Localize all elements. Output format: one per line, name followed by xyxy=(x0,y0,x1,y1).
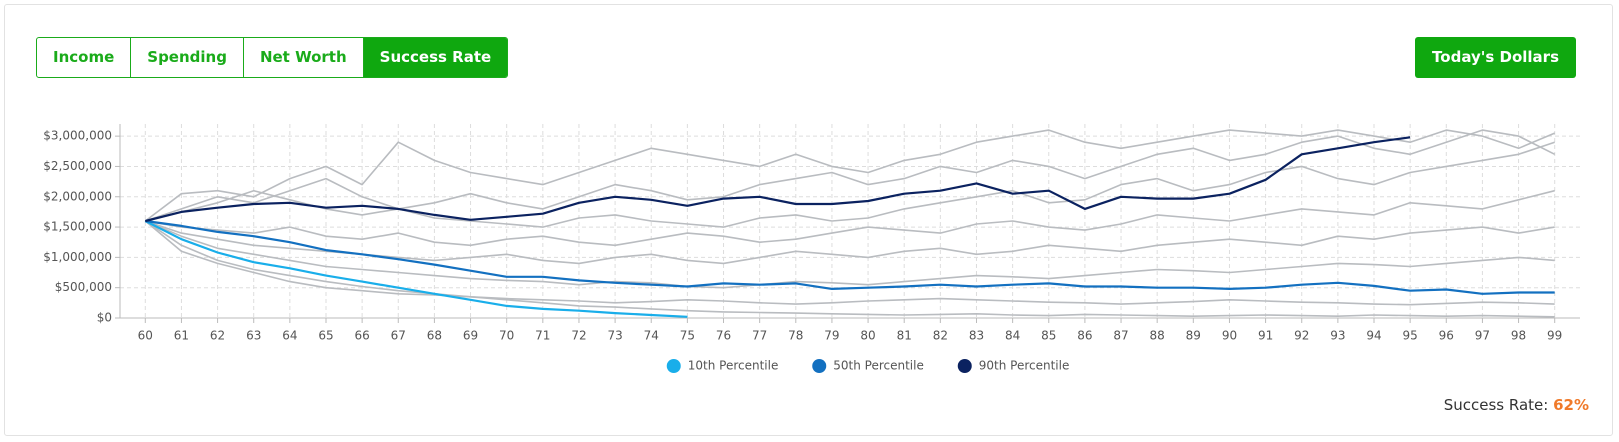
simulation-line xyxy=(144,220,1555,318)
legend-marker xyxy=(957,359,972,373)
x-tick-label: 77 xyxy=(752,329,767,343)
percentile-line xyxy=(145,136,1411,223)
x-tick-label: 79 xyxy=(824,329,839,343)
success-rate: Success Rate: 62% xyxy=(1444,396,1589,414)
x-tick-label: 68 xyxy=(427,329,442,343)
legend-marker xyxy=(666,359,681,373)
x-tick-label: 60 xyxy=(138,329,153,343)
success-rate-value: 62% xyxy=(1553,396,1589,414)
panel xyxy=(4,4,1613,436)
x-tick-label: 97 xyxy=(1475,329,1490,343)
x-tick-label: 62 xyxy=(210,329,225,343)
tab-button[interactable]: Spending xyxy=(131,38,244,77)
x-tick-label: 89 xyxy=(1186,329,1201,343)
y-tick-label: $0 xyxy=(97,311,112,325)
tab-button[interactable]: Success Rate xyxy=(363,38,508,77)
x-tick-label: 63 xyxy=(246,329,261,343)
y-tick-label: $1,500,000 xyxy=(43,220,112,234)
tab-group: Income Spending Net Worth Success Rate xyxy=(36,37,509,78)
success-rate-label: Success Rate: xyxy=(1443,396,1549,414)
x-tick-label: 95 xyxy=(1403,329,1418,343)
x-tick-label: 94 xyxy=(1366,329,1381,343)
y-tick-label: $3,000,000 xyxy=(43,129,112,143)
x-tick-label: 91 xyxy=(1258,329,1273,343)
percentile-line xyxy=(145,219,1555,295)
x-tick-label: 73 xyxy=(607,329,622,343)
x-tick-label: 84 xyxy=(1005,329,1020,343)
x-tick-label: 83 xyxy=(969,329,984,343)
simulation-line xyxy=(145,129,1556,222)
x-tick-label: 99 xyxy=(1547,329,1562,343)
x-tick-label: 86 xyxy=(1077,329,1092,343)
x-tick-label: 71 xyxy=(535,329,550,343)
legend-label: 10th Percentile xyxy=(688,359,779,373)
x-tick-label: 67 xyxy=(391,329,406,343)
x-tick-label: 82 xyxy=(933,329,948,343)
legend-label: 90th Percentile xyxy=(979,359,1070,373)
tab-button[interactable]: Income xyxy=(37,38,132,77)
x-tick-label: 80 xyxy=(860,329,875,343)
x-tick-label: 65 xyxy=(318,329,333,343)
x-tick-label: 85 xyxy=(1041,329,1056,343)
x-tick-label: 66 xyxy=(354,329,369,343)
x-tick-label: 81 xyxy=(897,329,912,343)
x-tick-label: 74 xyxy=(644,329,659,343)
simulation-line xyxy=(144,129,1556,222)
x-tick-label: 90 xyxy=(1222,329,1237,343)
simulation-line xyxy=(145,189,1555,247)
simulation-line xyxy=(145,141,1555,228)
y-tick-label: $1,000,000 xyxy=(43,250,112,264)
x-tick-label: 76 xyxy=(716,329,731,343)
x-tick-label: 70 xyxy=(499,329,514,343)
x-tick-label: 88 xyxy=(1150,329,1165,343)
x-tick-label: 92 xyxy=(1294,329,1309,343)
x-tick-label: 64 xyxy=(282,329,297,343)
x-tick-label: 78 xyxy=(788,329,803,343)
legend-label: 50th Percentile xyxy=(833,359,924,373)
legend-marker xyxy=(812,359,827,373)
x-tick-label: 75 xyxy=(680,329,695,343)
y-tick-label: $2,000,000 xyxy=(43,189,112,203)
simulation-line xyxy=(144,220,1555,306)
simulation-line xyxy=(144,220,1555,289)
x-tick-label: 98 xyxy=(1511,329,1526,343)
percentile-line xyxy=(144,220,688,318)
tab-button[interactable]: Net Worth xyxy=(244,38,364,77)
x-tick-label: 69 xyxy=(463,329,478,343)
x-tick-label: 93 xyxy=(1330,329,1345,343)
x-tick-label: 96 xyxy=(1439,329,1454,343)
y-tick-label: $2,500,000 xyxy=(43,159,112,173)
x-tick-label: 87 xyxy=(1113,329,1128,343)
x-tick-label: 61 xyxy=(174,329,189,343)
x-tick-label: 72 xyxy=(571,329,586,343)
todays-dollars-button[interactable]: Today's Dollars xyxy=(1415,37,1576,78)
y-tick-label: $500,000 xyxy=(55,280,112,294)
